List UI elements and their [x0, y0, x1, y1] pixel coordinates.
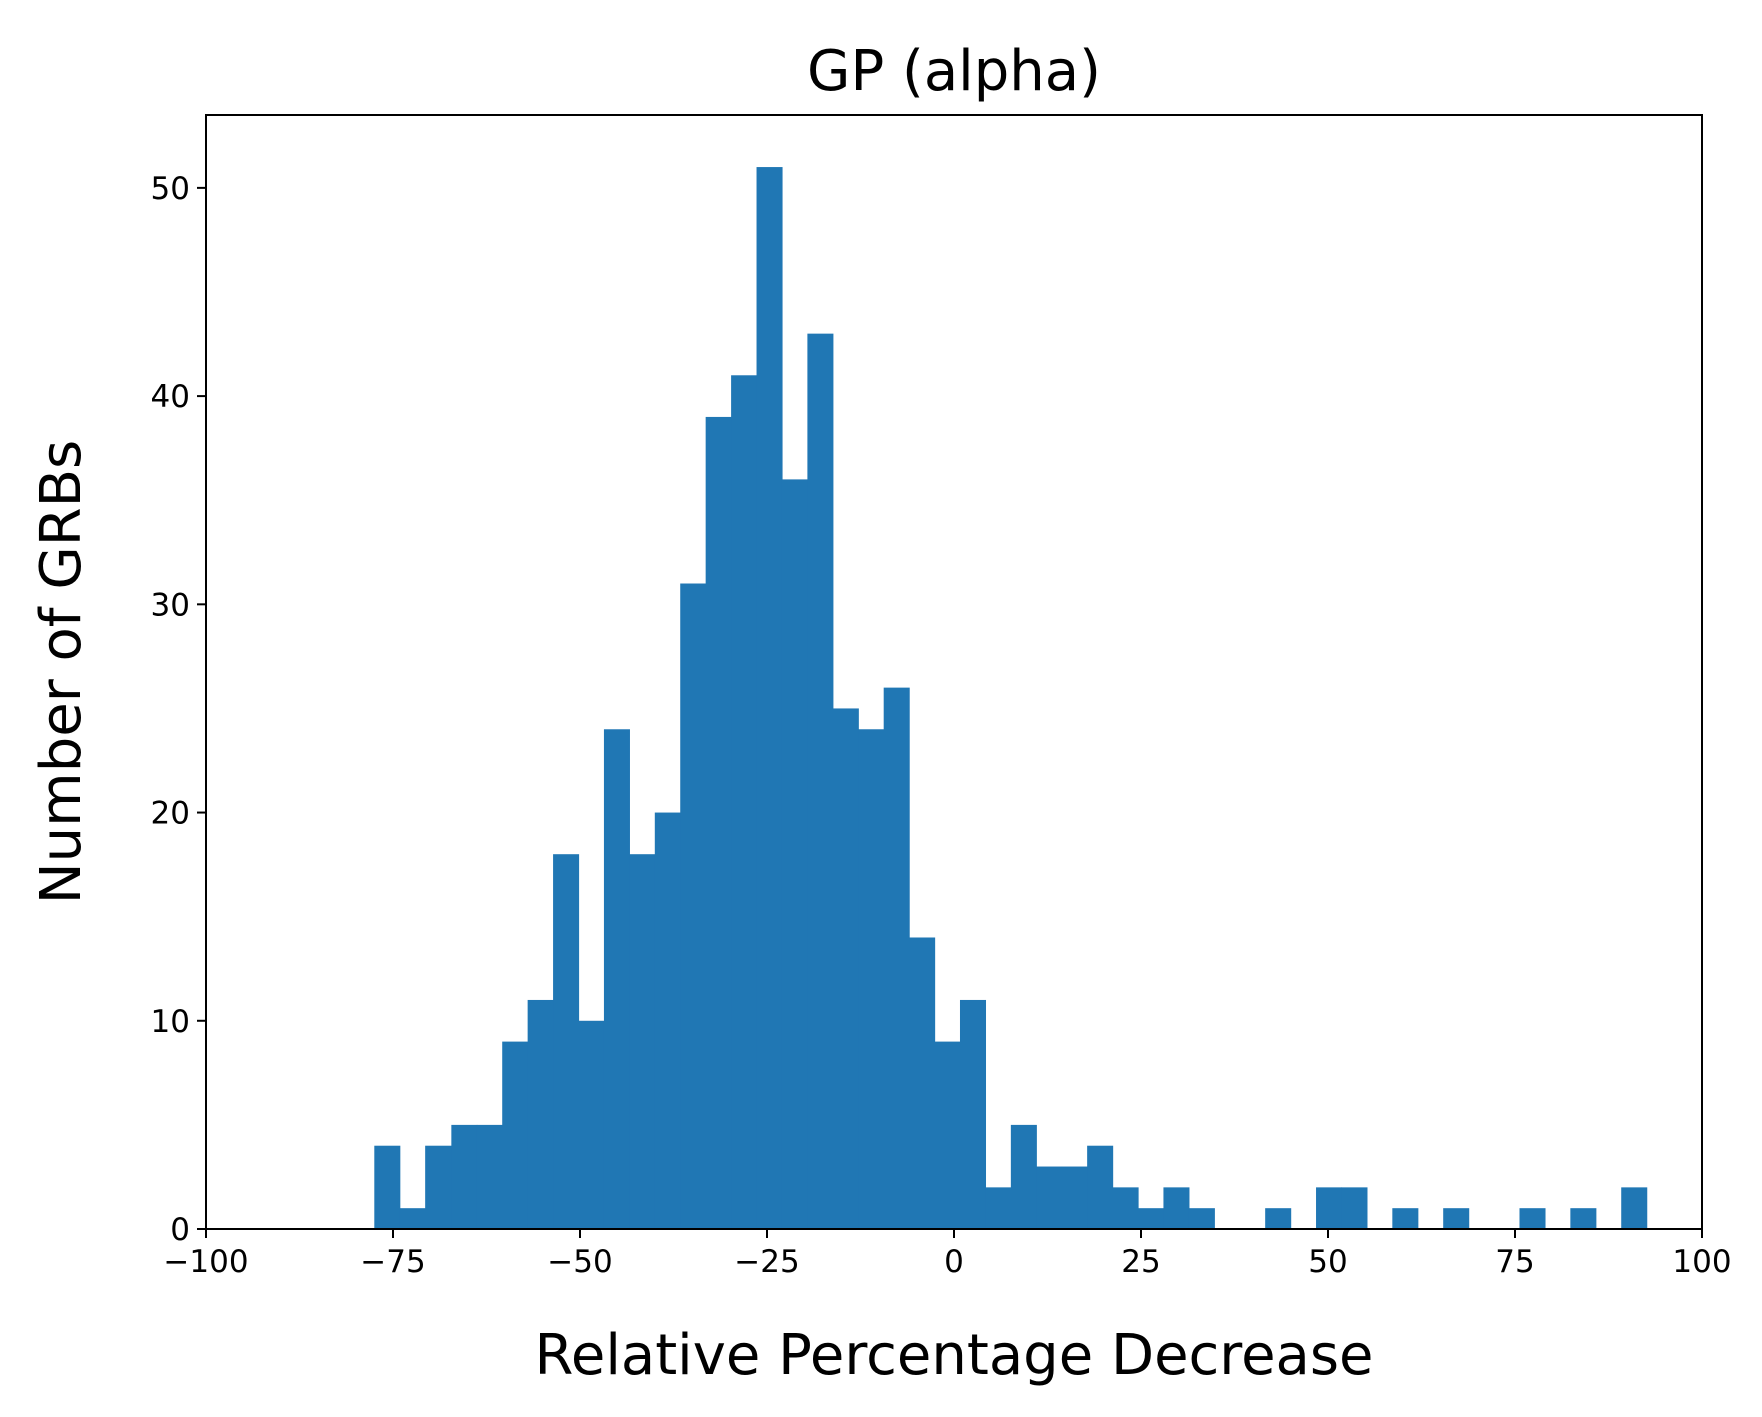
bars-group	[374, 167, 1648, 1229]
histogram-bar	[705, 416, 732, 1229]
x-tick-label: 75	[1495, 1244, 1534, 1280]
histogram-bar	[553, 854, 580, 1229]
histogram-bar	[959, 999, 987, 1229]
histogram-bar	[1392, 1208, 1419, 1229]
histogram-bar	[1341, 1187, 1368, 1229]
x-tick-label: 0	[944, 1244, 964, 1280]
histogram-bar	[680, 583, 707, 1229]
x-tick-label: 25	[1121, 1244, 1160, 1280]
histogram-bar	[1163, 1187, 1190, 1229]
y-axis-label: Number of GRBs	[29, 440, 94, 904]
histogram-bar	[1519, 1208, 1546, 1229]
x-tick-label: 100	[1672, 1244, 1731, 1280]
histogram-bar	[1036, 1166, 1063, 1229]
histogram-bar	[781, 479, 808, 1229]
histogram-bar	[985, 1187, 1012, 1229]
histogram-bar	[934, 1041, 961, 1229]
histogram-bar	[1010, 1124, 1037, 1229]
histogram-bar	[1112, 1187, 1139, 1229]
histogram-bar	[425, 1145, 452, 1229]
histogram-bar	[756, 167, 783, 1229]
x-tick-label: −100	[163, 1244, 248, 1280]
x-tick-label: 50	[1308, 1244, 1347, 1280]
histogram-bar	[1061, 1166, 1088, 1229]
histogram-bar	[1443, 1208, 1470, 1229]
histogram-bar	[807, 333, 834, 1229]
y-tick-label: 40	[151, 379, 190, 415]
histogram-bar	[578, 1020, 605, 1229]
histogram-bar	[731, 375, 758, 1229]
histogram-bar	[654, 812, 681, 1229]
x-tick-label: −25	[734, 1244, 799, 1280]
histogram-bar	[1265, 1208, 1292, 1229]
histogram-bar	[1138, 1208, 1165, 1229]
histogram-bar	[1087, 1145, 1114, 1229]
y-tick-label: 30	[151, 587, 190, 623]
y-tick-label: 20	[151, 796, 190, 832]
x-tick-label: −75	[360, 1244, 425, 1280]
histogram-bar	[1621, 1187, 1648, 1229]
histogram-bar	[451, 1124, 478, 1229]
y-tick-label: 0	[170, 1212, 190, 1248]
histogram-bar	[629, 854, 656, 1229]
y-axis-ticks: 0 10 20 30 40 50	[151, 171, 206, 1248]
histogram-bar	[883, 687, 910, 1229]
histogram-bar	[399, 1208, 426, 1229]
histogram-bar	[858, 729, 885, 1229]
chart-title: GP (alpha)	[807, 39, 1101, 104]
histogram-bar	[1570, 1208, 1597, 1229]
y-tick-label: 10	[151, 1004, 190, 1040]
histogram-bar	[1316, 1187, 1343, 1229]
histogram-bar	[476, 1124, 503, 1229]
y-tick-label: 50	[151, 171, 190, 207]
x-axis-ticks: −100 −75 −50 −25 0 25 50 75 100	[163, 1229, 1732, 1280]
histogram-bar	[1188, 1208, 1215, 1229]
histogram-bar	[909, 937, 936, 1229]
x-tick-label: −50	[547, 1244, 612, 1280]
histogram-bar	[374, 1145, 401, 1229]
histogram-bar	[832, 708, 859, 1229]
histogram-bar	[502, 1041, 529, 1229]
histogram-bar	[527, 999, 554, 1229]
histogram-bar	[603, 729, 630, 1229]
x-axis-label: Relative Percentage Decrease	[534, 1323, 1373, 1388]
